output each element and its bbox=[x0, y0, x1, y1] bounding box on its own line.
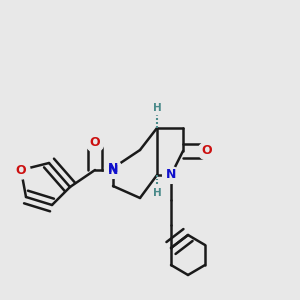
Text: H: H bbox=[153, 188, 161, 198]
Text: N: N bbox=[166, 169, 176, 182]
Circle shape bbox=[105, 160, 122, 176]
Circle shape bbox=[12, 161, 30, 179]
Circle shape bbox=[86, 134, 104, 152]
Circle shape bbox=[150, 186, 164, 200]
Circle shape bbox=[150, 101, 164, 115]
Circle shape bbox=[105, 162, 122, 178]
Circle shape bbox=[163, 167, 179, 183]
Circle shape bbox=[198, 142, 216, 160]
Text: H: H bbox=[153, 103, 161, 113]
Text: O: O bbox=[90, 136, 100, 149]
Text: O: O bbox=[16, 164, 26, 176]
Text: N: N bbox=[108, 161, 118, 175]
Text: N: N bbox=[108, 164, 118, 176]
Text: O: O bbox=[202, 145, 212, 158]
